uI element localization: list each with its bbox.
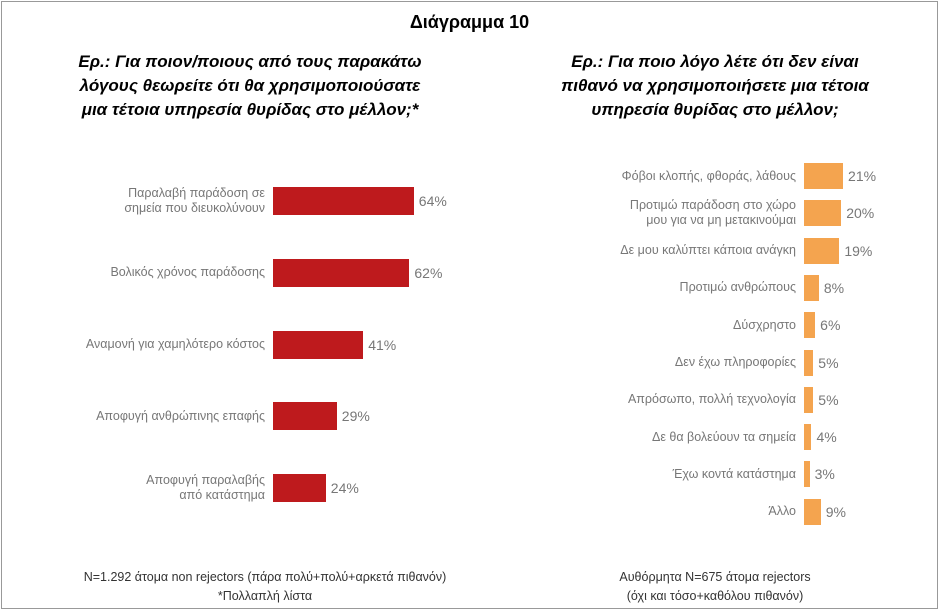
category-label: Αποφυγή παραλαβής από κατάστημα xyxy=(146,473,265,503)
value-label: 5% xyxy=(818,354,839,371)
category-label: Αναμονή για χαμηλότερο κόστος xyxy=(85,337,265,352)
bar xyxy=(804,424,812,451)
value-label: 24% xyxy=(330,480,359,497)
bar xyxy=(804,386,814,413)
bar xyxy=(804,163,844,189)
chart-title: Ερ.: Για ποιον/ποιους από τους παρακάτω … xyxy=(78,52,422,119)
chart-title: Ερ.: Για ποιο λόγο λέτε ότι δεν είναι πι… xyxy=(561,52,869,119)
category-label: Έχω κοντά κατάστημα xyxy=(672,466,796,481)
value-label: 64% xyxy=(418,193,447,209)
value-label: 9% xyxy=(825,503,846,520)
value-label: 21% xyxy=(848,168,877,184)
category-label: Δε θα βολεύουν τα σημεία xyxy=(651,429,796,444)
bar xyxy=(273,258,410,287)
value-label: 29% xyxy=(341,408,370,425)
footnote: Αυθόρμητα N=675 άτομα rejectors (όχι και… xyxy=(619,570,811,603)
category-label: Απρόσωπο, πολλή τεχνολογία xyxy=(627,392,796,407)
bar xyxy=(273,330,364,359)
value-label: 4% xyxy=(816,429,837,446)
footnote: N=1.292 άτομα non rejectors (πάρα πολύ+π… xyxy=(83,570,447,603)
bar xyxy=(804,312,816,339)
value-label: 62% xyxy=(414,264,443,281)
main-title: Διάγραμμα 10 xyxy=(409,12,530,32)
category-label: Δύσχρηστο xyxy=(733,317,796,332)
bar xyxy=(273,474,326,503)
bar xyxy=(273,187,414,215)
category-label: Αποφυγή ανθρώπινης επαφής xyxy=(96,408,265,423)
bar xyxy=(804,237,840,264)
bar xyxy=(804,461,810,488)
category-label: Δε μου καλύπτει κάποια ανάγκη xyxy=(620,243,796,258)
value-label: 19% xyxy=(844,242,873,259)
bar xyxy=(804,498,821,525)
value-label: 3% xyxy=(814,466,835,483)
bar xyxy=(804,274,819,301)
value-label: 6% xyxy=(820,317,841,334)
category-label: Βολικός χρόνος παράδοσης xyxy=(110,265,265,280)
bar xyxy=(804,200,842,227)
category-label: Προτιμώ ανθρώπους xyxy=(679,280,796,295)
category-label: Προτιμώ παράδοση στο χώρο μου για να μη … xyxy=(629,198,796,228)
value-label: 8% xyxy=(823,279,845,296)
bar xyxy=(273,402,337,431)
value-label: 5% xyxy=(818,391,839,408)
category-label: Άλλο xyxy=(768,504,796,519)
value-label: 20% xyxy=(846,205,875,222)
category-label: Δεν έχω πληροφορίες xyxy=(674,355,796,369)
category-label: Φόβοι κλοπής, φθοράς, λάθους xyxy=(621,168,796,183)
category-label: Παραλαβή παράδοση σε σημεία που διευκολύ… xyxy=(124,186,265,215)
value-label: 41% xyxy=(368,336,397,353)
bar xyxy=(804,349,814,376)
